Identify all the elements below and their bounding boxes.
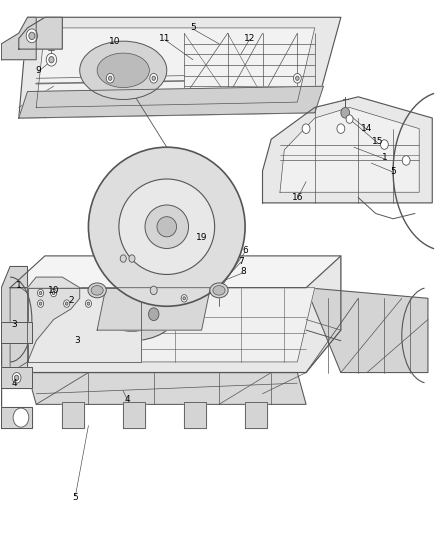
Circle shape (64, 300, 70, 308)
Polygon shape (245, 402, 267, 428)
Polygon shape (123, 402, 145, 428)
Polygon shape (19, 17, 62, 49)
Text: 1: 1 (16, 280, 21, 289)
Polygon shape (1, 17, 36, 60)
Text: 6: 6 (242, 246, 248, 255)
Circle shape (38, 289, 44, 297)
Text: 15: 15 (372, 138, 384, 147)
Ellipse shape (157, 216, 177, 237)
Polygon shape (1, 266, 28, 373)
Text: 2: 2 (68, 296, 74, 305)
Polygon shape (280, 108, 419, 192)
Text: 16: 16 (292, 193, 303, 202)
Text: 5: 5 (73, 492, 78, 502)
Polygon shape (36, 28, 315, 108)
Polygon shape (19, 17, 341, 118)
Circle shape (296, 76, 299, 80)
Polygon shape (306, 288, 428, 373)
Polygon shape (184, 402, 206, 428)
Polygon shape (97, 288, 210, 330)
Circle shape (293, 74, 301, 83)
Ellipse shape (88, 283, 106, 298)
Circle shape (29, 32, 35, 39)
Ellipse shape (80, 41, 167, 100)
Polygon shape (28, 373, 306, 405)
Circle shape (52, 292, 55, 295)
Circle shape (39, 292, 42, 295)
Text: 9: 9 (35, 66, 41, 75)
Circle shape (302, 124, 310, 133)
Circle shape (402, 156, 410, 165)
Circle shape (109, 76, 112, 80)
Text: 11: 11 (159, 34, 170, 43)
Ellipse shape (91, 286, 103, 295)
Ellipse shape (104, 297, 160, 332)
Text: 5: 5 (190, 23, 196, 33)
Circle shape (39, 302, 42, 305)
Ellipse shape (119, 179, 215, 274)
Polygon shape (1, 322, 32, 343)
Ellipse shape (210, 283, 228, 298)
Circle shape (181, 295, 187, 302)
Polygon shape (19, 86, 323, 118)
Circle shape (341, 108, 350, 118)
Polygon shape (62, 402, 84, 428)
Circle shape (50, 289, 57, 297)
Circle shape (120, 255, 126, 262)
Circle shape (152, 76, 155, 80)
Circle shape (49, 56, 54, 63)
Circle shape (87, 302, 90, 305)
Polygon shape (28, 288, 141, 362)
Polygon shape (262, 97, 432, 203)
Polygon shape (1, 367, 32, 389)
Text: 5: 5 (390, 166, 396, 175)
Text: 3: 3 (11, 320, 18, 329)
Text: 19: 19 (196, 233, 207, 242)
Text: 8: 8 (240, 268, 246, 276)
Text: 10: 10 (48, 286, 60, 295)
Circle shape (183, 297, 185, 300)
Polygon shape (28, 288, 315, 362)
Polygon shape (28, 277, 80, 362)
Circle shape (346, 115, 353, 123)
Circle shape (106, 74, 114, 83)
Circle shape (14, 375, 19, 381)
Text: 7: 7 (238, 257, 244, 265)
Text: 4: 4 (12, 378, 17, 387)
Circle shape (13, 408, 29, 427)
Text: 14: 14 (361, 124, 373, 133)
Text: 10: 10 (109, 37, 120, 46)
Ellipse shape (88, 288, 176, 341)
Text: 4: 4 (125, 394, 131, 403)
Circle shape (129, 255, 135, 262)
Polygon shape (10, 256, 341, 288)
Ellipse shape (88, 147, 245, 306)
Circle shape (381, 140, 389, 149)
Text: 3: 3 (74, 336, 81, 345)
Circle shape (148, 308, 159, 320)
Polygon shape (10, 288, 28, 373)
Circle shape (150, 74, 158, 83)
Polygon shape (10, 256, 341, 373)
Ellipse shape (145, 205, 188, 248)
Circle shape (150, 286, 157, 295)
Circle shape (85, 300, 92, 308)
Circle shape (26, 29, 38, 43)
Circle shape (65, 302, 68, 305)
Polygon shape (1, 407, 32, 428)
Text: 1: 1 (381, 154, 387, 163)
Circle shape (46, 53, 57, 66)
Circle shape (12, 373, 21, 383)
Ellipse shape (97, 53, 149, 87)
Ellipse shape (213, 286, 225, 295)
Circle shape (337, 124, 345, 133)
Circle shape (38, 300, 44, 308)
Text: 12: 12 (244, 34, 255, 43)
